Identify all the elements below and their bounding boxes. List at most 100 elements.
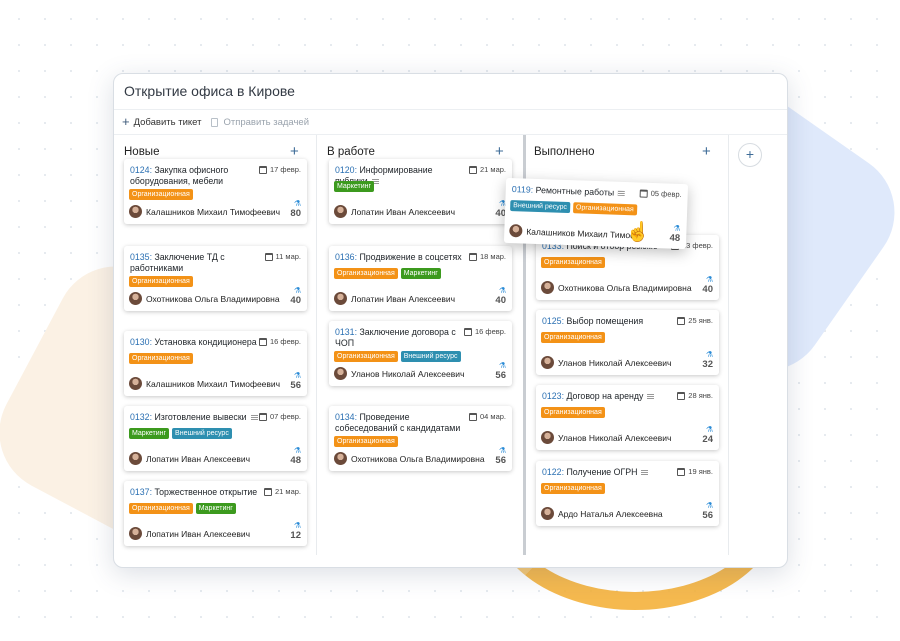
task-card[interactable]: 0134: Проведение собеседований с кандида…: [329, 406, 512, 471]
tag-list: Организационная Маркетинг: [334, 268, 441, 279]
add-column-button[interactable]: +: [738, 143, 762, 167]
page-title: Открытие офиса в Кирове: [124, 83, 295, 99]
task-card[interactable]: 0136: Продвижение в соцсетях 18 мар. Орган…: [329, 246, 512, 311]
card-number[interactable]: 0137:: [130, 487, 153, 497]
story-points: ⚗ 24: [702, 425, 713, 445]
due-date-text: 28 янв.: [688, 391, 713, 400]
card-number[interactable]: 0119:: [511, 184, 534, 195]
story-points: ⚗ 40: [495, 199, 506, 219]
toolbar: + Добавить тикет Отправить задачей: [122, 114, 319, 130]
calendar-icon: [258, 412, 267, 421]
story-points-icon: ⚗: [293, 286, 301, 295]
card-number[interactable]: 0120:: [335, 165, 358, 175]
assignee-name: Лопатин Иван Алексеевич: [146, 453, 251, 464]
send-as-task-button[interactable]: Отправить задачей: [211, 117, 309, 128]
column-divider: [316, 135, 317, 555]
task-card[interactable]: 0135: Заключение ТД с работниками 11 мар.…: [124, 246, 307, 311]
due-date: 16 февр.: [258, 337, 301, 346]
calendar-icon: [258, 337, 267, 346]
due-date: 07 февр.: [258, 412, 301, 421]
card-number[interactable]: 0122:: [542, 467, 565, 477]
story-points-value: 24: [702, 434, 713, 445]
story-points-icon: ⚗: [293, 371, 301, 380]
dragged-task-card[interactable]: 0119: Ремонтные работы 05 февр. Внешний ре…: [503, 177, 689, 250]
tag: Организационная: [541, 332, 605, 343]
calendar-icon: [468, 165, 477, 174]
card-number[interactable]: 0131:: [335, 327, 358, 337]
tag: Организационная: [129, 353, 193, 364]
card-number[interactable]: 0133:: [542, 241, 565, 251]
story-points-icon: ⚗: [498, 446, 506, 455]
due-date-text: 21 мар.: [479, 165, 506, 174]
due-date-text: 04 мар.: [479, 412, 506, 421]
task-card[interactable]: 0131: Заключение договора с ЧОП 16 февр. О…: [329, 321, 512, 386]
card-number[interactable]: 0135:: [130, 252, 153, 262]
due-date: 16 февр.: [463, 327, 506, 336]
story-points-value: 40: [290, 295, 301, 306]
assignee-name: Лопатин Иван Алексеевич: [146, 528, 251, 539]
assignee-name: Уланов Николай Алексеевич: [558, 432, 672, 443]
avatar: [129, 205, 142, 218]
card-number[interactable]: 0132:: [130, 412, 153, 422]
add-ticket-button[interactable]: + Добавить тикет: [122, 115, 201, 128]
avatar: [129, 377, 142, 390]
calendar-icon: [463, 327, 472, 336]
avatar: [334, 205, 347, 218]
card-title: 0130: Установка кондиционера: [130, 337, 258, 348]
task-card[interactable]: 0125: Выбор помещения 25 янв. Организацион…: [536, 310, 719, 375]
story-points-value: 56: [495, 455, 506, 466]
avatar: [541, 507, 554, 520]
card-title: 0124: Закупка офисного оборудования, меб…: [130, 165, 258, 187]
due-date-text: 07 февр.: [269, 412, 301, 421]
story-points: ⚗ 40: [702, 275, 713, 295]
add-card-button-in-progress[interactable]: +: [495, 143, 504, 160]
due-date-text: 11 мар.: [275, 252, 301, 261]
card-number[interactable]: 0125:: [542, 316, 565, 326]
assignee-name: Ардо Наталья Алексеевна: [558, 508, 663, 519]
send-as-task-label: Отправить задачей: [223, 116, 310, 128]
card-title-text: Изготовление вывески: [154, 412, 247, 422]
avatar: [541, 356, 554, 369]
assignee: Ардо Наталья Алексеевна: [541, 507, 663, 520]
card-number[interactable]: 0130:: [130, 337, 153, 347]
card-title-text: Установка кондиционера: [154, 337, 257, 347]
column-divider: [728, 135, 729, 555]
drop-zone-divider: [523, 135, 526, 555]
tag-list: Маркетинг Внешний ресурс: [129, 428, 232, 439]
calendar-icon: [264, 252, 273, 261]
assignee: Охотникова Ольга Владимировна: [334, 452, 485, 465]
assignee: Калашников Михаил Тимофеевич: [129, 205, 280, 218]
task-card[interactable]: 0123: Договор на аренду 28 янв. Организаци…: [536, 385, 719, 450]
avatar: [541, 281, 554, 294]
hand-cursor-icon: ☝: [626, 222, 650, 243]
story-points-icon: ⚗: [293, 521, 301, 530]
tag: Организационная: [541, 483, 605, 494]
assignee: Калашников Михаил Тимофеевич: [129, 377, 280, 390]
card-number[interactable]: 0136:: [335, 252, 358, 262]
story-points-icon: ⚗: [673, 223, 681, 233]
tag: Маркетинг: [334, 181, 375, 192]
assignee-name: Уланов Николай Алексеевич: [351, 368, 465, 379]
assignee: Лопатин Иван Алексеевич: [334, 292, 455, 305]
task-card[interactable]: 0120: Информирование публики21 мар.Марке…: [329, 159, 512, 224]
task-card[interactable]: 0132: Изготовление вывески 07 февр. Маркет…: [124, 406, 307, 471]
task-card[interactable]: 0124: Закупка офисного оборудования, меб…: [124, 159, 307, 224]
card-title: 0122: Получение ОГРН: [542, 467, 670, 478]
task-card[interactable]: 0137: Торжественное открытие 21 мар. Орган…: [124, 481, 307, 546]
tag: Маркетинг: [129, 428, 170, 439]
assignee: Уланов Николай Алексеевич: [541, 356, 671, 369]
card-number[interactable]: 0124:: [130, 165, 153, 175]
add-card-button-new[interactable]: +: [290, 143, 299, 160]
avatar: [129, 452, 142, 465]
assignee-name: Калашников Михаил Тимофеевич: [146, 206, 281, 217]
description-lines-icon: [618, 190, 626, 197]
card-number[interactable]: 0123:: [542, 391, 565, 401]
story-points-value: 40: [702, 284, 713, 295]
description-lines-icon: [641, 470, 649, 476]
due-date: 21 мар.: [468, 165, 506, 174]
task-card[interactable]: 0130: Установка кондиционера 16 февр. Орга…: [124, 331, 307, 396]
story-points-value: 56: [702, 510, 713, 521]
add-card-button-done[interactable]: +: [702, 143, 711, 160]
card-number[interactable]: 0134:: [335, 412, 358, 422]
task-card[interactable]: 0122: Получение ОГРН 19 янв. Организационн…: [536, 461, 719, 526]
